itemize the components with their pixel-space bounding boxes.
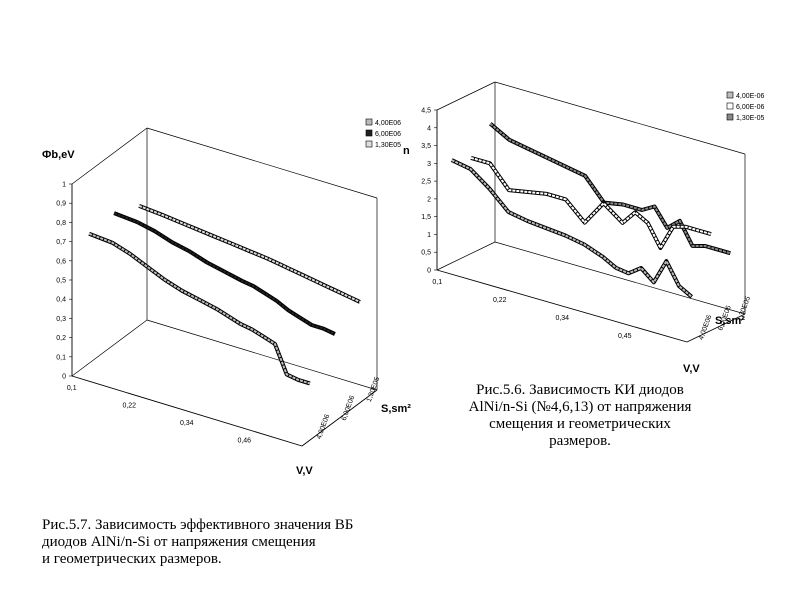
c1-x-tick-label: 0,34 — [180, 420, 194, 427]
c2-x-tick-label: 0,1 — [432, 279, 442, 286]
c1-y-axis-label: Фb,eV — [42, 149, 75, 161]
caption-fig-5-7: Рис.5.7. Зависимость эффективного значен… — [42, 517, 354, 567]
c1-legend-swatch-1 — [365, 129, 373, 137]
c2-series-line-2 — [489, 122, 731, 255]
c1-legend-swatch-0 — [365, 118, 373, 126]
c2-back-top-edge — [494, 81, 746, 155]
c1-y-tick-label: 0,2 — [56, 335, 66, 342]
c2-floor-left-edge — [436, 241, 496, 271]
c2-depth-tick-label: 4,00E06 — [698, 314, 714, 341]
c2-series-outline — [470, 155, 712, 250]
c1-series-line-1 — [113, 212, 336, 335]
chart-ideality-factor: 0 0,5 1 1,5 2 2,5 3 3,5 4 4,5 0,1 0,22 0,34 0,45 4,00E… — [403, 81, 765, 375]
chart-barrier-height: 00,10,20,30,40,50,60,70,80,910,10,220,34… — [42, 118, 411, 477]
c2-y-axis-label: n — [403, 145, 410, 157]
c2-y-tick-label: 2,5 — [421, 179, 431, 186]
c2-x-tick-label: 0,22 — [493, 297, 507, 304]
c1-depth-axis — [301, 389, 378, 447]
c1-series-line-2 — [138, 204, 361, 303]
c1-y-tick-label: 0,7 — [56, 239, 66, 246]
c2-depth-axis — [686, 313, 746, 343]
c2-y-tick-label: 3 — [427, 161, 431, 168]
c2-x-axis — [436, 269, 688, 343]
c1-depth-axis-label: S,sm² — [381, 403, 411, 415]
c1-back-top-edge — [146, 127, 378, 199]
c2-series-line-0 — [451, 159, 693, 298]
c1-legend-label-1: 6,00E06 — [375, 131, 401, 138]
c2-x-tick-label: 0,34 — [555, 315, 569, 322]
c2-y-tick-label: 0 — [427, 268, 431, 275]
c2-y-tick-label: 4 — [427, 125, 431, 132]
c2-x-tick-label: 0,45 — [618, 333, 632, 340]
c1-y-tick-label: 0,1 — [56, 354, 66, 361]
c2-x-axis-label: V,V — [683, 363, 700, 375]
c1-x-axis — [71, 375, 303, 447]
c2-legend-label-2: 1,30E-05 — [736, 115, 765, 122]
c1-series-line-0 — [88, 232, 311, 385]
c2-y-tick-label: 2 — [427, 196, 431, 203]
c1-wall-top-edge — [71, 127, 148, 185]
c2-y-tick-label: 4,5 — [421, 108, 431, 115]
c2-y-tick-label: 1,5 — [421, 214, 431, 221]
c1-depth-tick-label: 6,00E06 — [341, 395, 357, 422]
c2-floor-back-edge — [494, 241, 746, 315]
c1-x-tick-label: 0,46 — [237, 437, 251, 444]
c1-floor-back-edge — [146, 319, 378, 391]
c1-depth-tick-label: 4,00E06 — [316, 413, 332, 440]
c1-legend-label-0: 4,00E06 — [375, 120, 401, 127]
c2-wall-top-edge — [436, 81, 496, 111]
c1-floor-left-edge — [71, 319, 148, 377]
c2-legend-label-1: 6,00E-06 — [736, 104, 765, 111]
c1-y-tick-label: 0,9 — [56, 201, 66, 208]
caption-fig-5-6: Рис.5.6. Зависимость КИ диодов AlNi/n-Si… — [468, 382, 692, 449]
c1-y-tick-label: 0,5 — [56, 278, 66, 285]
c1-legend-label-2: 1,30E05 — [375, 142, 401, 149]
c1-legend-swatch-2 — [365, 140, 373, 148]
c1-y-tick-label: 0,6 — [56, 258, 66, 265]
c1-x-axis-label: V,V — [296, 465, 313, 477]
c1-y-tick-label: 1 — [62, 182, 66, 189]
c2-depth-axis-label: S,sm² — [715, 315, 745, 327]
c2-y-tick-label: 0,5 — [421, 250, 431, 257]
c1-depth-tick-label: 1,30E05 — [366, 376, 382, 403]
c1-x-tick-label: 0,1 — [67, 385, 77, 392]
c2-series-line-1 — [470, 156, 712, 249]
c2-y-tick-label: 3,5 — [421, 143, 431, 150]
c2-series-outline — [489, 122, 731, 256]
c1-x-tick-label: 0,22 — [122, 402, 136, 409]
c2-y-tick-label: 1 — [427, 232, 431, 239]
c2-legend-swatch-0 — [726, 91, 734, 99]
c2-series-outline — [450, 158, 693, 299]
c2-legend-label-0: 4,00E-06 — [736, 93, 765, 100]
c1-y-tick-label: 0,8 — [56, 220, 66, 227]
c2-legend-swatch-2 — [726, 113, 734, 121]
c2-legend-swatch-1 — [726, 102, 734, 110]
c1-y-tick-label: 0,3 — [56, 316, 66, 323]
c1-y-tick-label: 0 — [62, 374, 66, 381]
c1-y-tick-label: 0,4 — [56, 297, 66, 304]
